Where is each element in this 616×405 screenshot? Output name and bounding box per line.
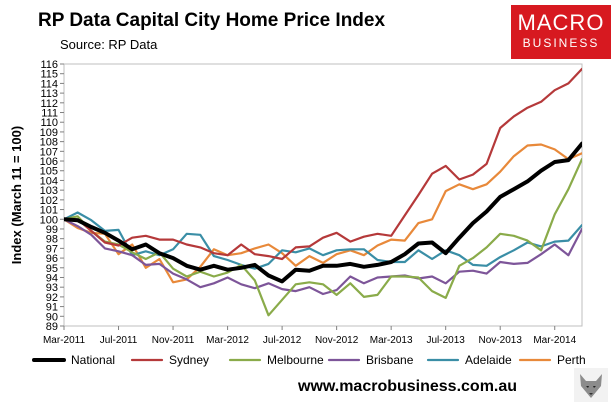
legend-label-adelaide: Adelaide <box>465 353 512 367</box>
logo-text-line2: BUSINESS <box>522 36 600 50</box>
y-tick-label: 112 <box>40 98 58 110</box>
y-tick-label: 113 <box>40 88 58 100</box>
series-line-adelaide <box>64 211 582 270</box>
y-tick-label: 100 <box>40 214 58 226</box>
macrobusiness-logo: MACRO BUSINESS <box>511 5 611 59</box>
series-line-national <box>64 141 582 284</box>
y-tick-label: 99 <box>46 224 58 236</box>
legend-label-brisbane: Brisbane <box>366 353 414 367</box>
x-tick-label: Nov-2012 <box>315 335 359 346</box>
y-tick-label: 91 <box>46 302 58 314</box>
y-tick-label: 93 <box>46 282 58 294</box>
y-tick-label: 114 <box>40 78 58 90</box>
plot-area <box>63 63 583 327</box>
legend-label-national: National <box>71 353 115 367</box>
y-axis-title: Index (March 11 = 100) <box>9 126 24 264</box>
y-tick-label: 108 <box>40 137 58 149</box>
y-tick-label: 97 <box>46 243 58 255</box>
series-line-brisbane <box>64 218 582 296</box>
legend-label-melbourne: Melbourne <box>267 353 324 367</box>
y-tick-label: 101 <box>40 205 58 217</box>
y-tick-label: 110 <box>40 117 58 129</box>
y-tick-label: 107 <box>40 146 58 158</box>
y-tick-label: 102 <box>40 195 58 207</box>
wolf-logo-icon <box>574 368 608 402</box>
chart-subtitle: Source: RP Data <box>60 37 158 52</box>
y-tick-label: 116 <box>40 59 58 71</box>
y-tick-label: 90 <box>46 311 58 323</box>
x-tick-label: Mar-2014 <box>533 335 576 346</box>
y-tick-label: 103 <box>40 185 58 197</box>
x-tick-label: Mar-2012 <box>206 335 249 346</box>
y-tick-label: 95 <box>46 263 58 275</box>
legend-label-sydney: Sydney <box>169 353 209 367</box>
x-tick-label: Mar-2013 <box>370 335 413 346</box>
logo-text-line1: MACRO <box>517 10 605 35</box>
y-tick-label: 115 <box>40 69 58 81</box>
y-tick-label: 94 <box>46 272 58 284</box>
y-tick-label: 89 <box>46 321 58 333</box>
y-tick-label: 109 <box>40 127 58 139</box>
legend-label-perth: Perth <box>557 353 586 367</box>
y-tick-label: 105 <box>40 166 58 178</box>
chart-title: RP Data Capital City Home Price Index <box>38 10 386 31</box>
series-line-sydney <box>64 67 582 261</box>
x-tick-label: Jul-2011 <box>100 335 138 346</box>
y-tick-label: 96 <box>46 253 58 265</box>
y-tick-label: 92 <box>46 292 58 304</box>
y-tick-label: 111 <box>41 108 58 120</box>
y-tick-label: 106 <box>40 156 58 168</box>
y-tick-label: 104 <box>40 175 58 187</box>
x-tick-label: Jul-2012 <box>263 335 302 346</box>
series-line-melbourne <box>64 158 582 317</box>
x-tick-label: Nov-2011 <box>152 335 195 346</box>
y-tick-label: 98 <box>46 234 58 246</box>
footer-url: www.macrobusiness.com.au <box>298 378 518 395</box>
x-tick-label: Jul-2013 <box>427 335 466 346</box>
x-tick-label: Nov-2013 <box>479 335 523 346</box>
x-tick-label: Mar-2011 <box>43 335 85 346</box>
